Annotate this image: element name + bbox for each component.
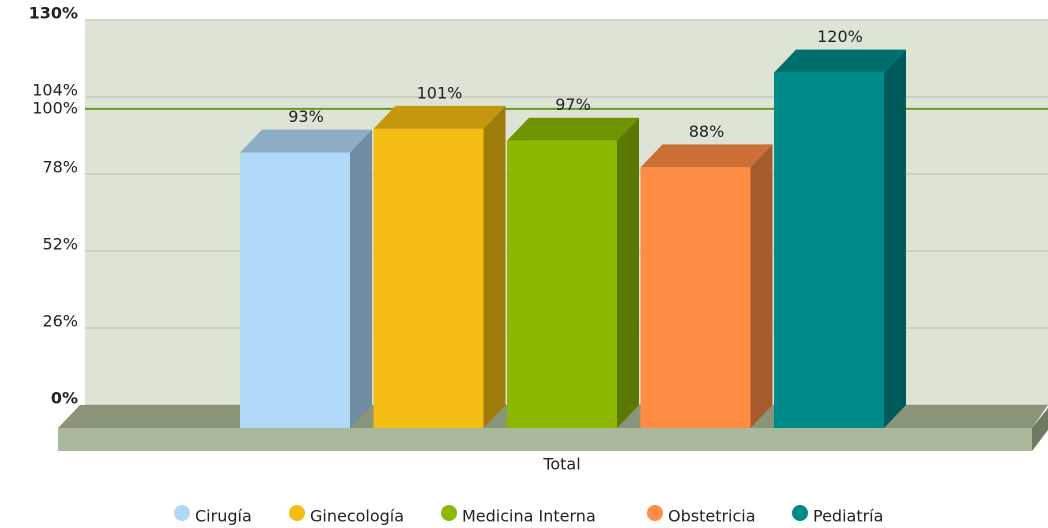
y-tick-label: 0% [51,389,78,408]
bar-top [240,129,372,153]
y-tick-label: 78% [42,158,78,177]
bar-side [617,117,639,428]
data-label: 97% [555,95,591,114]
legend-swatch [289,505,305,521]
legend-label: Medicina Interna [462,507,596,526]
legend-swatch [647,505,663,521]
data-label: 120% [817,27,863,46]
bar [640,167,751,428]
y-tick-label: 52% [42,235,78,254]
bar-side [884,49,906,428]
bar [373,128,484,428]
x-tick-label: Total [542,455,580,474]
legend-label: Cirugía [195,507,252,526]
bar-top [774,49,906,73]
data-label: 88% [689,122,725,141]
bar-side [750,144,773,428]
bar-top [373,105,506,129]
legend-label: Ginecología [310,507,404,526]
bar [774,72,884,428]
legend-label: Obstetricia [668,507,756,526]
floor-front [58,428,1032,451]
reference-label: 100% [32,98,78,117]
data-label: 101% [417,83,463,102]
y-tick-label: 130% [29,4,78,23]
legend-label: Pediatría [813,507,883,526]
legend-swatch [174,505,190,521]
bar-top [640,144,773,168]
bar-side [350,129,372,429]
legend-swatch [441,505,457,521]
floor-side [1032,408,1048,451]
bar [240,152,350,429]
data-label: 93% [288,107,324,126]
legend-swatch [792,505,808,521]
y-tick-label: 104% [32,81,78,100]
bar [507,140,617,428]
y-tick-label: 26% [42,312,78,331]
bar-side [483,105,506,428]
bar-top [507,117,639,141]
